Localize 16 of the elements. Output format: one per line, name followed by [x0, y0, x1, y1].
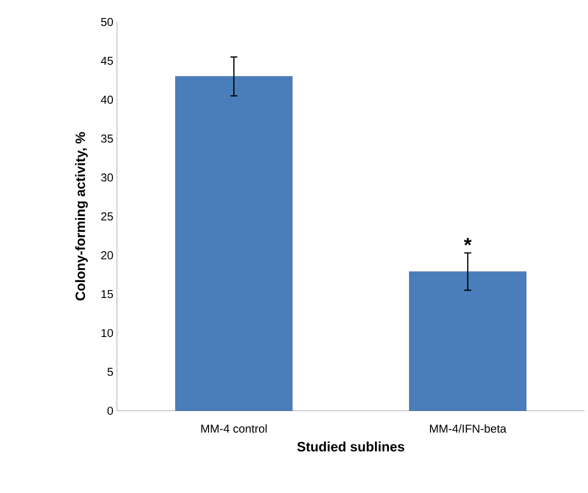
- x-tick-label: MM-4 control: [201, 424, 267, 433]
- y-tick-label: 30: [101, 174, 113, 182]
- y-tick-label: 5: [107, 368, 113, 376]
- y-tick-label: 20: [101, 251, 113, 260]
- y-tick-label: 0: [107, 406, 113, 415]
- y-tick-label: 15: [102, 290, 113, 298]
- y-tick-label: 45: [100, 57, 113, 66]
- y-axis-title: Colony-forming activity, %: [75, 132, 88, 301]
- x-axis-title: Studied sublines: [297, 442, 404, 452]
- y-tick-label: 25: [101, 212, 113, 221]
- y-tick-label: 10: [102, 329, 113, 338]
- y-tick-label: 50: [101, 18, 113, 26]
- y-tick-label: 35: [101, 134, 113, 143]
- x-tick-label: MM-4/IFN-beta: [430, 424, 506, 433]
- annotation: *: [464, 238, 472, 246]
- y-tick-label: 40: [100, 96, 113, 104]
